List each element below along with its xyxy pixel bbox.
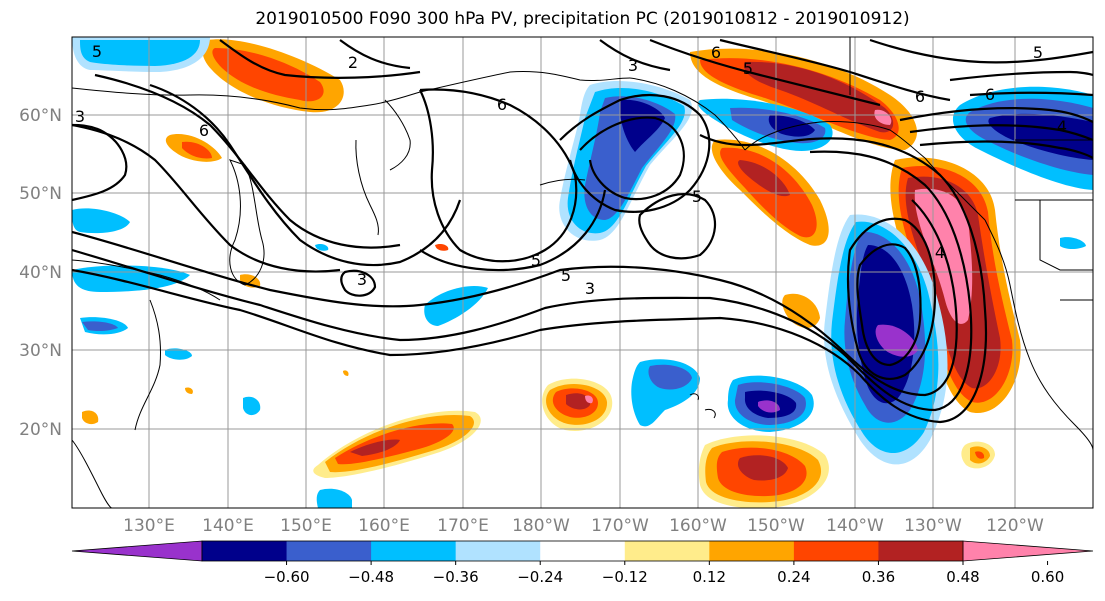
lat-label: 30°N [19, 341, 62, 361]
map-frame [71, 36, 1094, 509]
pv-label: 5 [1033, 43, 1043, 62]
pv-label: 6 [711, 43, 721, 62]
lon-label: 130°E [123, 516, 175, 536]
pv-label: 4 [935, 243, 945, 262]
colorbar-frame [201, 540, 964, 562]
lat-label: 50°N [19, 184, 62, 204]
colorbar-swatch [202, 541, 288, 561]
colorbar-extend-low [71, 540, 203, 562]
pv-label: 5 [743, 59, 753, 78]
lat-label: 40°N [19, 263, 62, 283]
pv-contours [72, 38, 1093, 424]
latitude-labels: 60°N 50°N 40°N 30°N 20°N [19, 106, 62, 440]
pv-label: 5 [561, 266, 571, 285]
pv-label: 3 [357, 270, 367, 289]
lon-label: 170°W [591, 516, 649, 536]
pv-label: 2 [348, 53, 358, 72]
pv-label: 3 [75, 107, 85, 126]
pv-label: 3 [628, 56, 638, 75]
lon-label: 150°W [747, 516, 805, 536]
pv-label: 6 [497, 95, 507, 114]
lat-label: 60°N [19, 106, 62, 126]
map-title: 2019010500 F090 300 hPa PV, precipitatio… [255, 9, 910, 29]
pv-label: 6 [915, 87, 925, 106]
lon-label: 170°E [437, 516, 489, 536]
lon-label: 120°W [986, 516, 1044, 536]
pv-label: 6 [199, 121, 209, 140]
colorbar-tick-label: 0.24 [777, 568, 810, 586]
colorbar-tick-label: −0.60 [264, 568, 310, 586]
colorbar-tick-label: −0.48 [348, 568, 394, 586]
colorbar-extend-high [962, 540, 1094, 562]
colorbar-tick-label: 0.48 [946, 568, 979, 586]
lat-label: 20°N [19, 420, 62, 440]
pv-contour-labels: 2 3 6 5 6 5 6 5 6 4 6 5 5 4 3 3 5 3 [75, 42, 1067, 298]
pv-label: 5 [92, 42, 102, 61]
colorbar: −0.60 −0.48 −0.36 −0.24 −0.12 0.12 0.24 0.36 0.4… [71, 540, 1094, 586]
colorbar-tick-label: −0.24 [517, 568, 563, 586]
pv-label: 6 [985, 85, 995, 104]
colorbar-tick-label: 0.60 [1031, 568, 1064, 586]
pv-label: 5 [692, 187, 702, 206]
lon-label: 140°W [826, 516, 884, 536]
pv-label: 5 [531, 251, 541, 270]
lon-label: 160°W [669, 516, 727, 536]
colorbar-tick-label: 0.12 [693, 568, 726, 586]
colorbar-swatch [878, 541, 964, 561]
colorbar-swatch [371, 541, 457, 561]
colorbar-swatch [709, 541, 795, 561]
coastlines [72, 37, 1093, 508]
lon-label: 180°W [512, 516, 570, 536]
colorbar-swatch [540, 541, 626, 561]
colorbar-swatch [286, 541, 372, 561]
pv-label: 4 [1057, 117, 1067, 136]
pv-label: 3 [585, 279, 595, 298]
colorbar-tick-label: −0.36 [433, 568, 479, 586]
colorbar-tick-label: 0.36 [862, 568, 895, 586]
colorbar-tick-label: −0.12 [602, 568, 648, 586]
lon-label: 160°E [358, 516, 410, 536]
lon-label: 150°E [280, 516, 332, 536]
colorbar-swatch [624, 541, 710, 561]
colorbar-swatch [455, 541, 541, 561]
lon-label: 130°W [904, 516, 962, 536]
lon-label: 140°E [202, 516, 254, 536]
colorbar-swatch [793, 541, 879, 561]
longitude-labels: 130°E 140°E 150°E 160°E 170°E 180°W 170°… [123, 516, 1044, 536]
